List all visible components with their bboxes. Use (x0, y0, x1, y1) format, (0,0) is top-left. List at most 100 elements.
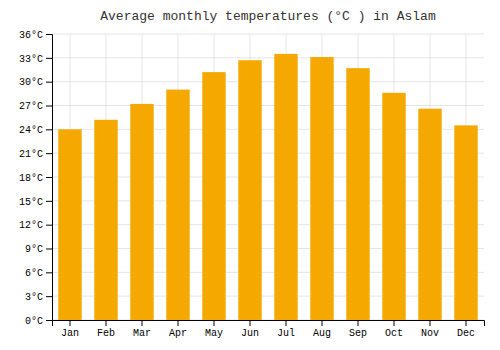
y-tick-mark (46, 272, 52, 273)
x-tick: Nov (421, 320, 439, 339)
grid-line (52, 34, 484, 35)
x-tick-label: Apr (169, 328, 187, 339)
y-tick: 6°C (25, 268, 52, 279)
bar (94, 120, 117, 320)
y-tick-label: 27°C (19, 101, 43, 112)
y-tick: 0°C (25, 316, 52, 327)
x-tick-mark (358, 320, 359, 326)
y-tick-mark (46, 225, 52, 226)
x-tick: Jan (61, 320, 79, 339)
x-tick-mark (142, 320, 143, 326)
y-tick-label: 9°C (25, 244, 43, 255)
y-tick-mark (46, 153, 52, 154)
x-tick-mark (250, 320, 251, 326)
x-tick-label: Jul (277, 328, 295, 339)
x-tick: Apr (169, 320, 187, 339)
y-tick-mark (46, 34, 52, 35)
y-tick-label: 3°C (25, 292, 43, 303)
x-tick-label: Jun (241, 328, 259, 339)
x-tick-label: Sep (349, 328, 367, 339)
x-tick-mark (286, 320, 287, 326)
y-tick-mark (46, 320, 52, 321)
y-axis: 0°C 3°C 6°C 9°C 12°C 15°C 18°C 21°C 24°C 27°C 30°C… (19, 30, 53, 327)
y-tick-label: 30°C (19, 77, 43, 88)
y-tick-mark (46, 249, 52, 250)
x-tick-label: May (205, 328, 223, 339)
y-tick: 9°C (25, 244, 52, 255)
y-tick-label: 33°C (19, 54, 43, 65)
y-tick: 12°C (19, 220, 52, 231)
bar (274, 54, 297, 320)
bar (418, 109, 441, 320)
x-tick: Feb (97, 320, 115, 339)
y-axis-line (46, 35, 53, 321)
y-tick: 18°C (19, 173, 52, 184)
y-tick-label: 12°C (19, 220, 43, 231)
x-tick-mark (322, 320, 323, 326)
x-tick: May (205, 320, 223, 339)
x-tick: Oct (385, 320, 403, 339)
y-tick: 27°C (19, 101, 52, 112)
x-tick: Jul (277, 320, 295, 339)
x-tick: Mar (133, 320, 151, 339)
x-axis: Jan Feb Mar Apr May Jun Jul Aug Sep Oct Nov Dec (53, 320, 485, 339)
x-tick-label: Oct (385, 328, 403, 339)
bars (58, 54, 477, 320)
x-tick-label: Aug (313, 328, 331, 339)
y-tick-mark (46, 296, 52, 297)
y-tick-label: 6°C (25, 268, 43, 279)
y-tick-label: 21°C (19, 149, 43, 160)
y-tick-label: 36°C (19, 30, 43, 41)
bar (166, 90, 189, 320)
y-tick-mark (46, 58, 52, 59)
y-tick: 15°C (19, 197, 52, 208)
grid (52, 34, 484, 320)
y-tick-label: 15°C (19, 197, 43, 208)
y-tick-label: 0°C (25, 316, 43, 327)
y-tick-label: 24°C (19, 125, 43, 136)
y-tick-mark (46, 201, 52, 202)
x-tick-label: Feb (97, 328, 115, 339)
y-tick-mark (46, 177, 52, 178)
x-tick-mark (214, 320, 215, 326)
title: Average monthly temperatures (°C ) in As… (100, 9, 436, 24)
x-tick-mark (178, 320, 179, 326)
y-tick-mark (46, 129, 52, 130)
bar (346, 68, 369, 320)
bar (454, 125, 477, 320)
y-tick: 3°C (25, 292, 52, 303)
y-tick: 36°C (19, 30, 52, 41)
y-tick: 21°C (19, 149, 52, 160)
y-tick: 33°C (19, 54, 52, 65)
y-tick-mark (46, 82, 52, 83)
x-tick-mark (70, 320, 71, 326)
grid-line (52, 81, 484, 82)
grid-line (52, 57, 484, 58)
bar (310, 57, 333, 320)
grid-line (52, 105, 484, 106)
bar (238, 60, 261, 320)
x-tick-label: Nov (421, 328, 439, 339)
x-tick-mark (466, 320, 467, 326)
x-tick-label: Mar (133, 328, 151, 339)
x-tick: Sep (349, 320, 367, 339)
y-tick-label: 18°C (19, 173, 43, 184)
x-axis-line (53, 321, 485, 327)
x-tick: Jun (241, 320, 259, 339)
x-tick-mark (430, 320, 431, 326)
x-tick-mark (394, 320, 395, 326)
y-tick-mark (46, 106, 52, 107)
x-tick-mark (106, 320, 107, 326)
bar (382, 93, 405, 320)
y-tick: 30°C (19, 77, 52, 88)
y-tick: 24°C (19, 125, 52, 136)
bar (130, 104, 153, 320)
chart: 0°C 3°C 6°C 9°C 12°C 15°C 18°C 21°C 24°C 27°C 30°C… (0, 0, 500, 350)
bar (58, 129, 81, 320)
x-tick: Dec (457, 320, 475, 339)
x-tick: Aug (313, 320, 331, 339)
plot: 0°C 3°C 6°C 9°C 12°C 15°C 18°C 21°C 24°C 27°C 30°C… (19, 30, 485, 339)
x-tick-label: Jan (61, 328, 79, 339)
bar (202, 72, 225, 320)
x-tick-label: Dec (457, 328, 475, 339)
